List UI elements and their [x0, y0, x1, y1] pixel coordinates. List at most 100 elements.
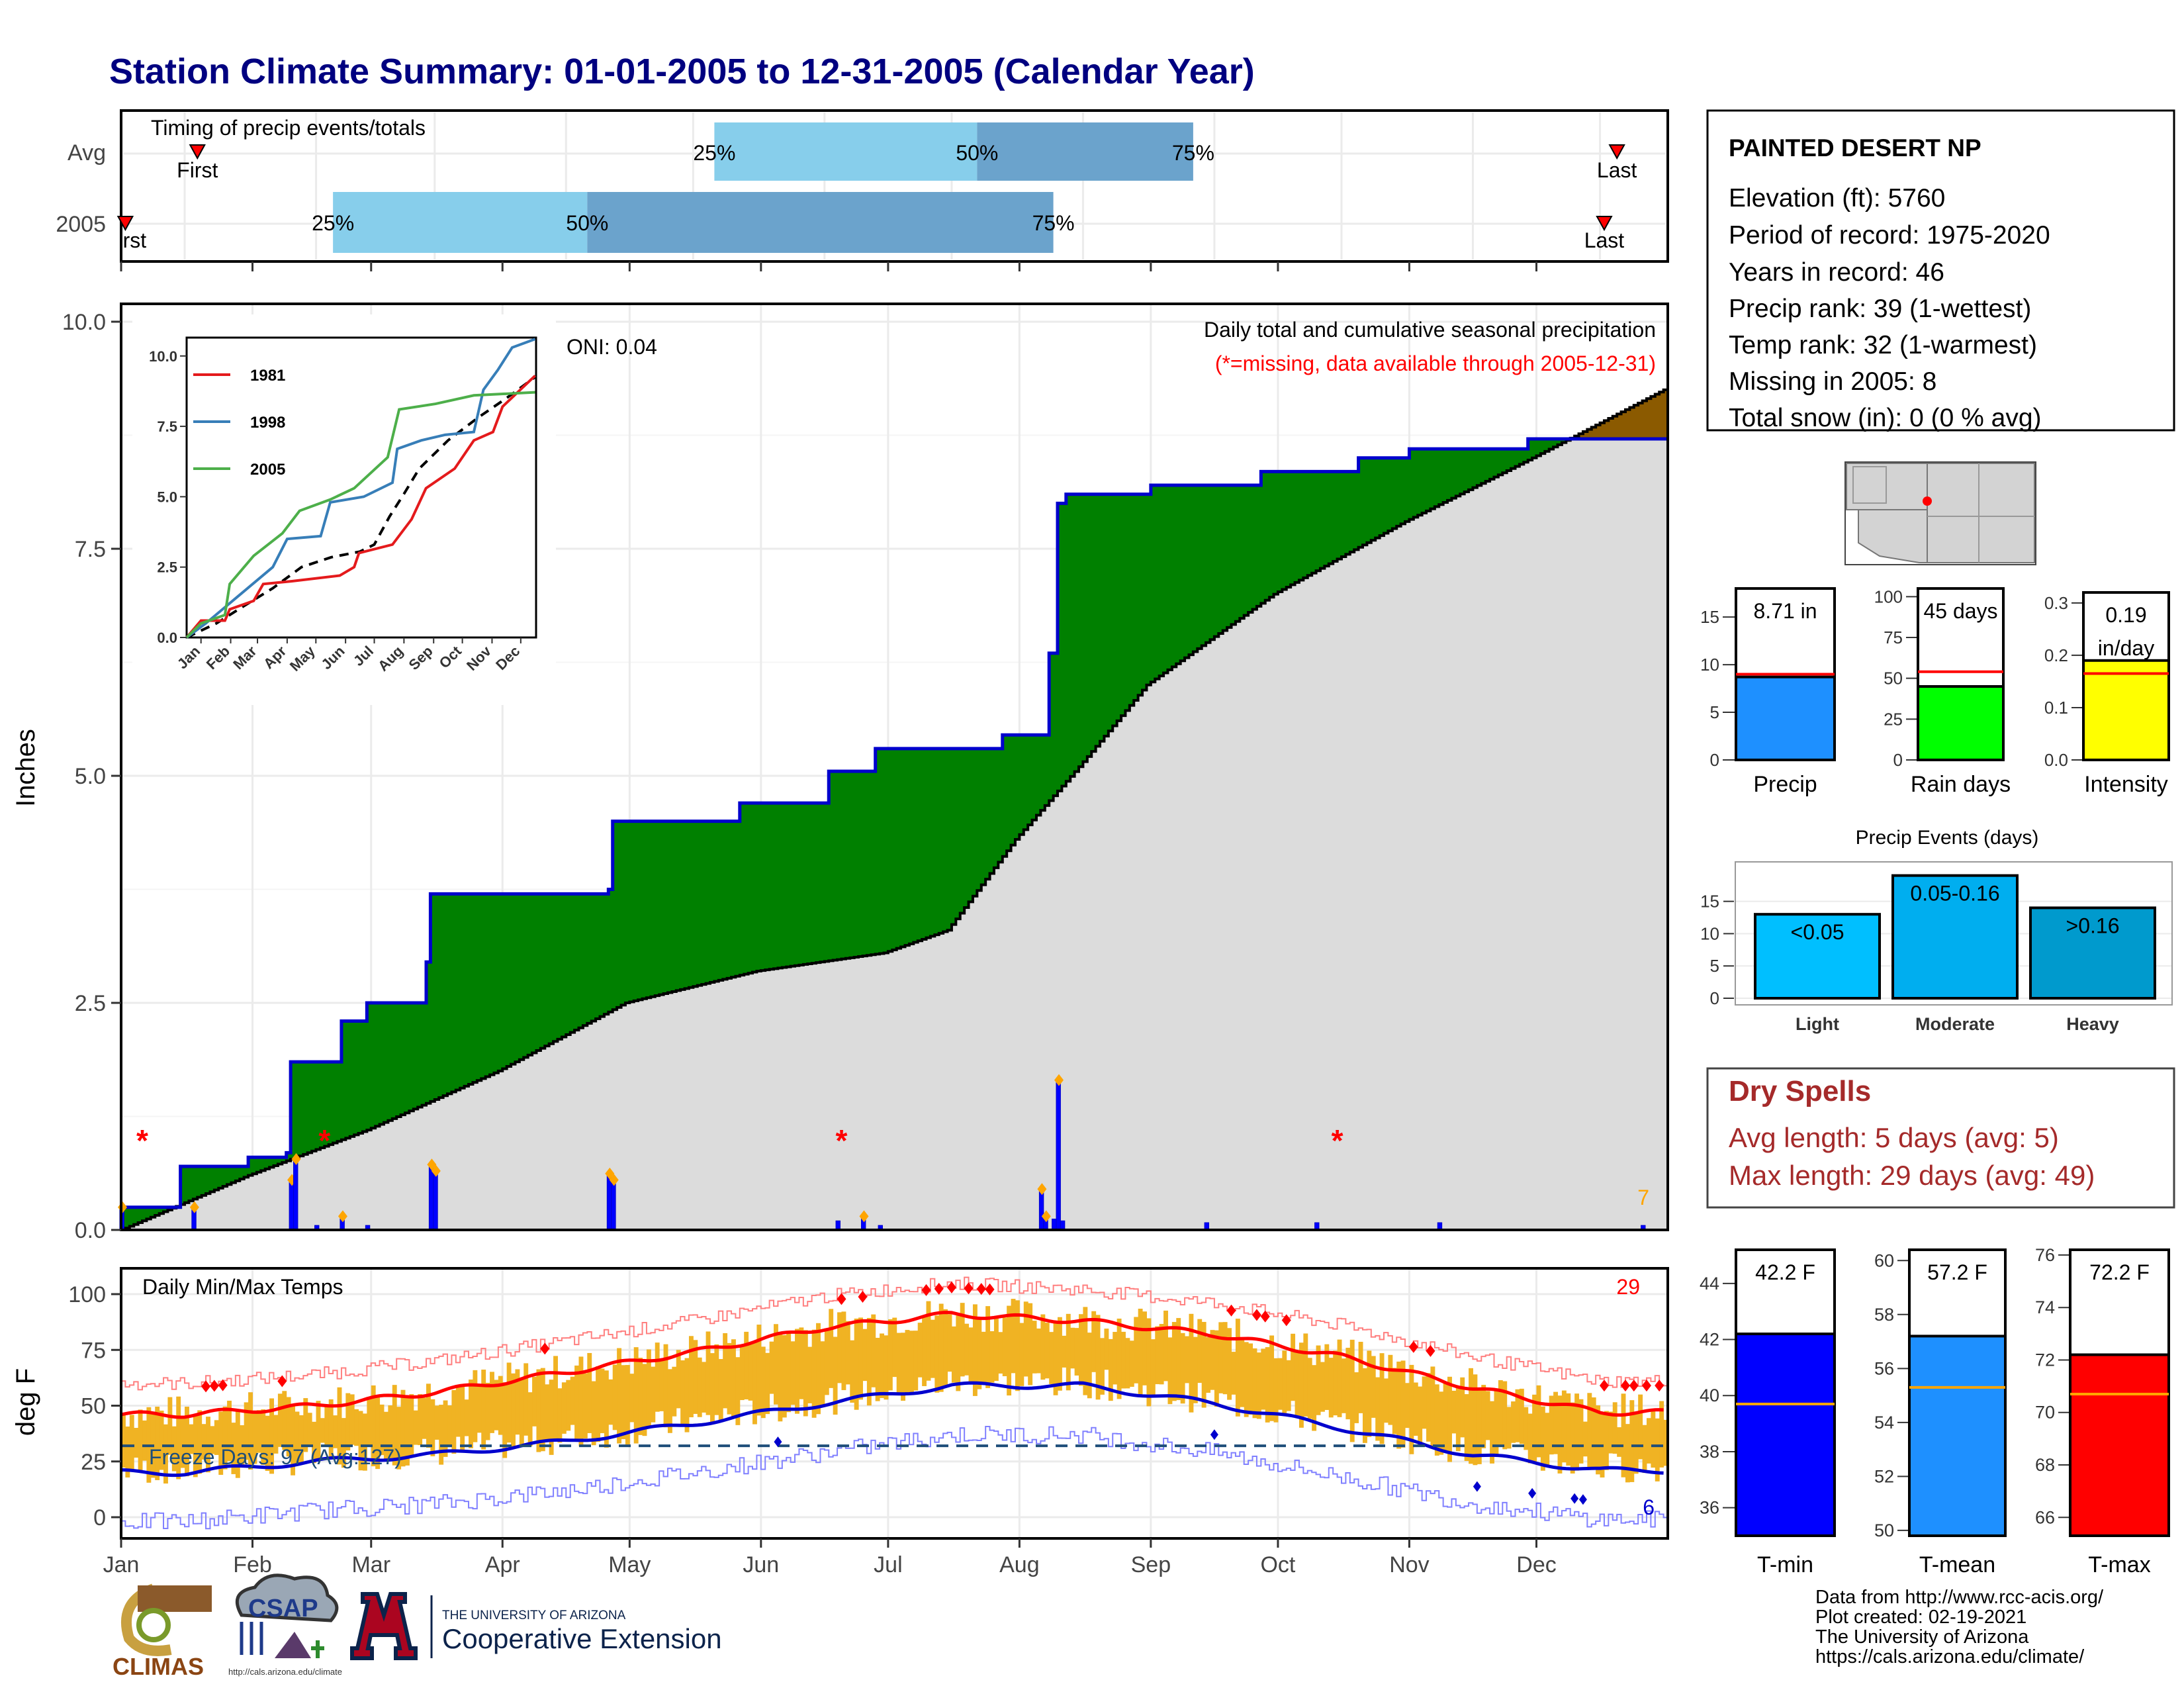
daily-temp-range-bar	[1663, 1419, 1668, 1466]
hot-day-marker	[1426, 1344, 1435, 1357]
month-tick-label: Jan	[103, 1552, 140, 1577]
daily-temp-range-bar	[1248, 1343, 1253, 1415]
station-info-box: PAINTED DESERT NP Elevation (ft): 5760 P…	[1706, 109, 2175, 432]
cold-day-marker	[1570, 1493, 1579, 1504]
daily-temp-range-bar	[803, 1330, 808, 1417]
csap-wordmark: CSAP	[248, 1595, 318, 1622]
daily-temp-range-bar	[1235, 1319, 1240, 1417]
daily-temp-range-bar	[1023, 1301, 1028, 1377]
daily-temp-range-bar	[947, 1314, 952, 1372]
daily-temp-range-bar	[473, 1370, 478, 1442]
daily-temp-range-bar	[413, 1410, 418, 1445]
daily-temp-range-bar	[447, 1405, 452, 1448]
daily-temp-range-bar	[880, 1333, 884, 1398]
daily-temp-range-bar	[1040, 1314, 1046, 1380]
daily-temp-range-bar	[222, 1406, 228, 1470]
metric-intensity-chart: 0.0 0.1 0.2 0.3 0.19 in/day Intensity	[2044, 591, 2170, 797]
metric-ytick-label: 15	[1700, 607, 1719, 627]
climas-logo: CLIMAS	[113, 1583, 212, 1680]
daily-temp-range-bar	[608, 1379, 614, 1425]
daily-temp-range-bar	[981, 1331, 986, 1384]
daily-temp-range-bar	[1100, 1338, 1105, 1395]
daily-temp-range-bar	[1591, 1397, 1596, 1469]
daily-temp-range-bar	[709, 1353, 715, 1423]
daily-temp-range-bar	[1324, 1344, 1330, 1410]
daily-temp-range-bar	[587, 1352, 592, 1433]
daily-temp-range-bar	[298, 1415, 304, 1464]
inset-1998-line	[185, 338, 536, 639]
daily-temp-range-bar	[388, 1405, 393, 1461]
inset-legend-label: 1998	[250, 414, 285, 432]
metric-ytick-label: 10	[1700, 655, 1719, 675]
dry-spells-title: Dry Spells	[1729, 1075, 1871, 1107]
missing-data-marker: *	[136, 1123, 148, 1158]
daily-temp-range-bar	[688, 1336, 694, 1418]
daily-temp-range-bar	[256, 1410, 261, 1453]
daily-temp-range-bar	[358, 1411, 363, 1471]
daily-temp-range-bar	[557, 1388, 563, 1443]
daily-temp-range-bar	[964, 1323, 970, 1376]
daily-precip-bar	[1038, 1188, 1044, 1231]
events-category-label: Light	[1796, 1014, 1839, 1034]
daily-temp-range-bar	[769, 1341, 774, 1394]
daily-temp-range-bar	[1058, 1317, 1062, 1391]
events-ytick-label: 0	[1710, 988, 1719, 1008]
heavy-day-marker	[189, 1201, 199, 1213]
daily-temp-range-bar	[655, 1342, 660, 1412]
daily-temp-range-bar	[659, 1360, 664, 1411]
hot-day-marker	[964, 1282, 974, 1295]
daily-temp-range-bar	[1485, 1391, 1490, 1440]
daily-precip-bar	[293, 1158, 298, 1231]
tbar-ytick-label: 54	[1874, 1413, 1894, 1432]
daily-temp-range-bar	[1095, 1315, 1101, 1400]
tbar-ytick-label: 52	[1874, 1466, 1894, 1486]
tbar-ytick-label: 72	[2035, 1350, 2055, 1370]
daily-temp-range-bar	[129, 1415, 134, 1470]
daily-temp-range-bar	[1388, 1354, 1393, 1425]
daily-temp-range-bar	[1210, 1330, 1215, 1390]
daily-temp-range-bar	[1400, 1360, 1406, 1448]
events-bar-label: 0.05-0.16	[1910, 882, 1999, 906]
metric-ytick-label: 0.1	[2044, 698, 2068, 718]
daily-temp-range-bar	[1447, 1376, 1452, 1462]
daily-temp-range-bar	[1159, 1324, 1164, 1385]
daily-temp-range-bar	[1524, 1407, 1529, 1450]
daily-temp-range-bar	[1527, 1413, 1533, 1464]
daily-temp-range-bar	[1261, 1348, 1266, 1410]
avg-iqr-bar-early	[714, 122, 978, 181]
heavy-day-marker	[431, 1164, 441, 1177]
daily-temp-range-bar	[786, 1333, 792, 1413]
heavy-day-marker	[1054, 1074, 1064, 1086]
daily-temp-range-bar	[1197, 1319, 1203, 1383]
hot-day-marker	[201, 1380, 211, 1393]
daily-temp-range-bar	[1206, 1337, 1211, 1393]
daily-temp-range-bar	[570, 1376, 575, 1425]
events-bar-label: >0.16	[2066, 914, 2120, 937]
daily-temp-range-bar	[841, 1311, 846, 1390]
tbar-value-label: 42.2 F	[1755, 1260, 1815, 1284]
daily-temp-range-bar	[1134, 1317, 1139, 1383]
daily-precip-bar	[606, 1173, 612, 1231]
daily-temp-range-bar	[1002, 1317, 1007, 1376]
daily-temp-range-bar	[176, 1396, 181, 1479]
daily-temp-range-bar	[210, 1426, 215, 1454]
daily-temp-range-bar	[578, 1356, 584, 1447]
hot-day-marker	[1641, 1380, 1651, 1392]
daily-temp-range-bar	[625, 1365, 630, 1445]
daily-temp-range-bar	[1341, 1358, 1346, 1413]
station-missing: Missing in 2005: 8	[1729, 367, 1936, 396]
month-tick-label: May	[608, 1552, 651, 1577]
daily-precip-bar	[428, 1164, 434, 1231]
daily-temp-range-bar	[816, 1323, 821, 1415]
daily-temp-range-bar	[1146, 1318, 1152, 1407]
cold-days-count: 6	[1643, 1495, 1655, 1519]
events-bar	[1754, 913, 1881, 1000]
heavy-day-marker	[338, 1210, 347, 1223]
avg-last-label: Last	[1597, 158, 1637, 182]
tbar-ytick-label: 44	[1700, 1274, 1719, 1293]
daily-temp-range-bar	[642, 1364, 647, 1436]
metric-ytick-label: 0.0	[2044, 750, 2068, 770]
metric-ytick-label: 75	[1884, 628, 1903, 647]
daily-temp-range-bar	[621, 1365, 626, 1440]
